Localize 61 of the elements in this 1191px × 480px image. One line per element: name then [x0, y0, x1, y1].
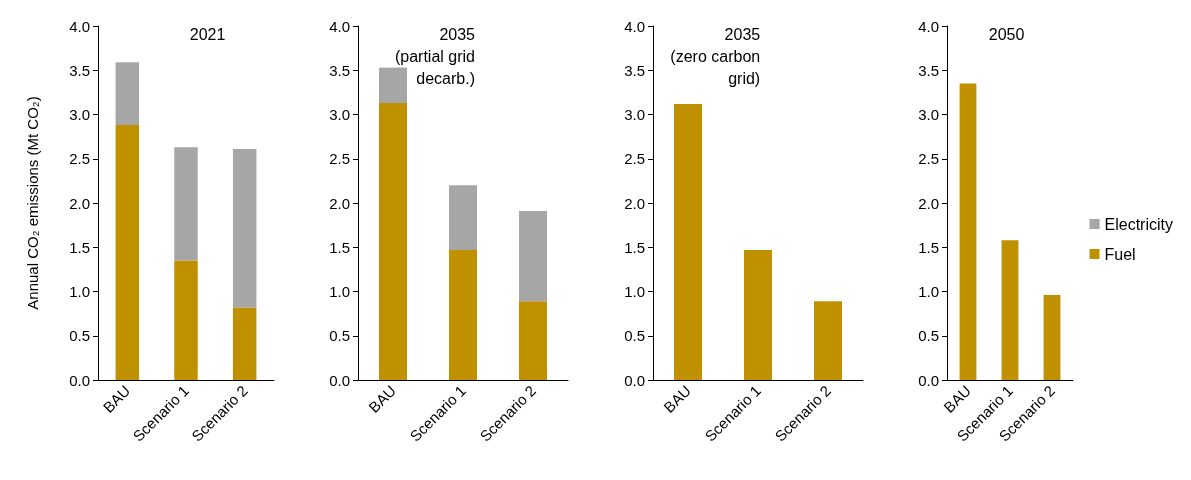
y-tick-label: 3.5 [917, 61, 939, 79]
bar [813, 301, 842, 380]
y-tick-label: 3.0 [917, 106, 939, 123]
legend-label: Electricity [1104, 215, 1173, 233]
y-tick-label: 2.0 [329, 194, 351, 212]
bar [115, 62, 140, 126]
text: 2035 (partial grid decarb.) [395, 25, 476, 87]
y-tick-label: 0.0 [623, 371, 645, 389]
bar [449, 185, 478, 250]
y-tick-label: 4.0 [329, 17, 351, 35]
y-tick-label: 3.0 [329, 106, 351, 123]
y-tick-label: 0.5 [69, 327, 90, 345]
y-tick-label: 3.5 [623, 61, 645, 79]
bar [519, 301, 548, 380]
y-tick-label: 2.0 [623, 194, 645, 212]
y-tick-label: 3.0 [623, 106, 645, 123]
text: 2035 (zero carbon grid) [669, 25, 760, 87]
y-axis-title: Annual CO₂ emissions (Mt CO₂) [24, 96, 41, 310]
bar [519, 210, 548, 302]
y-tick-label: 3.5 [329, 61, 351, 79]
y-tick-label: 3.0 [69, 106, 90, 123]
y-tick-label: 2.5 [917, 150, 939, 168]
bar [115, 125, 140, 380]
y-tick-label: 1.0 [917, 283, 939, 300]
y-tick-label: 0.0 [69, 371, 90, 389]
y-tick-label: 1.0 [69, 283, 90, 300]
bar [1043, 295, 1061, 380]
bar [174, 147, 198, 261]
y-tick-label: 0.5 [917, 327, 939, 345]
y-tick-label: 2.0 [69, 194, 90, 212]
y-tick-label: 1.5 [623, 238, 645, 256]
y-tick-label: 0.5 [623, 327, 645, 345]
legend-label: Fuel [1104, 245, 1136, 263]
y-tick-label: 4.0 [69, 17, 90, 35]
y-tick-label: 1.0 [623, 283, 645, 300]
bar [1001, 240, 1019, 380]
bar [673, 103, 702, 380]
bar [379, 103, 408, 380]
y-tick-label: 0.0 [329, 371, 351, 389]
y-tick-label: 2.0 [917, 194, 939, 212]
chart-title: 2021 [189, 25, 226, 43]
y-tick-label: 1.5 [69, 238, 90, 256]
y-tick-label: 1.5 [917, 238, 939, 256]
bar [379, 67, 408, 103]
bar [449, 249, 478, 380]
y-tick-label: 1.0 [329, 283, 351, 300]
bar [743, 249, 772, 380]
bar [959, 83, 977, 380]
y-tick-label: 2.5 [623, 150, 645, 168]
bar [232, 149, 257, 308]
y-tick-label: 2.5 [329, 150, 351, 168]
bar [174, 260, 198, 380]
y-tick-label: 2.5 [69, 150, 90, 168]
y-tick-label: 4.0 [623, 17, 645, 35]
bar [232, 307, 257, 380]
y-tick-label: 0.0 [917, 371, 939, 389]
y-tick-label: 3.5 [69, 61, 90, 79]
chart-title: 2050 [988, 25, 1025, 43]
y-tick-label: 0.5 [329, 327, 351, 345]
y-tick-label: 1.5 [329, 238, 351, 256]
y-tick-label: 4.0 [917, 17, 939, 35]
